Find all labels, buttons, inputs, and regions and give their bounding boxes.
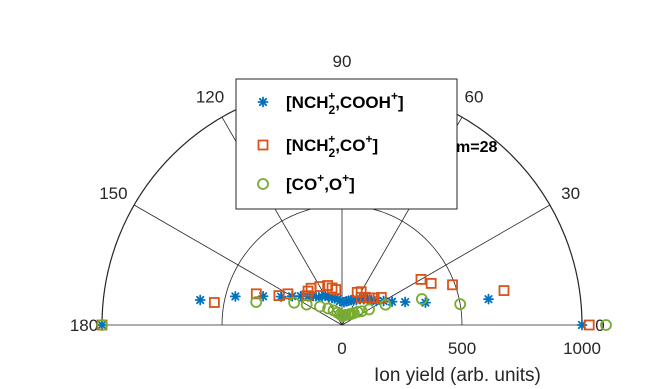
data-point — [96, 319, 108, 331]
data-points — [96, 273, 612, 331]
data-point — [257, 290, 269, 302]
data-point — [250, 296, 263, 308]
data-point — [425, 278, 437, 289]
angle-tick-label: 180 — [70, 316, 98, 335]
data-point — [415, 293, 428, 305]
data-point — [483, 293, 494, 305]
data-point — [583, 319, 595, 331]
data-point — [351, 286, 363, 298]
legend-box — [235, 78, 458, 210]
data-point — [334, 308, 347, 321]
radius-tick-label: 0 — [337, 339, 346, 358]
angle-tick-labels: 0 30 60 90 120 150 180 — [70, 52, 605, 335]
data-point — [194, 294, 206, 306]
data-point — [314, 300, 326, 313]
legend-marker-2 — [257, 139, 269, 151]
x-axis-label: Ion yield (arb. units) — [374, 365, 541, 386]
annotation-label: m=28 — [456, 139, 497, 156]
data-point — [300, 298, 313, 311]
series-2 — [96, 273, 595, 331]
data-point — [338, 296, 350, 308]
legend-label-2: [NCH2+,CO+] — [286, 132, 378, 160]
legend-label-1: [NCH2+,COOH+] — [286, 89, 404, 117]
legend-label-3: [CO+,O+] — [286, 171, 355, 194]
data-point — [447, 279, 458, 291]
data-point — [229, 291, 241, 302]
angle-tick-label: 60 — [465, 87, 484, 106]
series-3 — [96, 293, 612, 331]
angle-tick-label: 30 — [561, 184, 580, 203]
data-point — [454, 298, 467, 311]
legend-marker-1 — [257, 96, 269, 108]
data-point — [96, 319, 108, 331]
radius-tick-label: 500 — [448, 339, 476, 358]
data-point — [250, 288, 262, 300]
data-point — [322, 280, 334, 291]
data-point — [600, 319, 612, 331]
data-point — [288, 296, 301, 309]
angle-tick-label: 90 — [333, 52, 352, 71]
angle-grid-spoke — [133, 204, 343, 326]
data-point — [327, 304, 340, 317]
data-point — [498, 285, 510, 296]
angle-tick-label: 120 — [196, 87, 224, 106]
angle-tick-label: 0 — [595, 316, 604, 335]
data-point — [273, 290, 285, 301]
data-point — [355, 305, 368, 318]
angle-tick-label: 150 — [99, 184, 127, 203]
data-point — [379, 298, 392, 311]
legend: [NCH2+,COOH+] [NCH2+,CO+] [CO+,O+] — [235, 78, 458, 210]
data-point — [322, 302, 335, 315]
data-point — [208, 297, 220, 308]
data-point — [399, 296, 411, 308]
legend-marker-3 — [257, 178, 269, 190]
radius-tick-labels: 0 500 1000 — [337, 339, 601, 358]
radius-tick-label: 1000 — [563, 339, 601, 358]
data-point — [415, 273, 427, 285]
data-point — [363, 303, 375, 316]
